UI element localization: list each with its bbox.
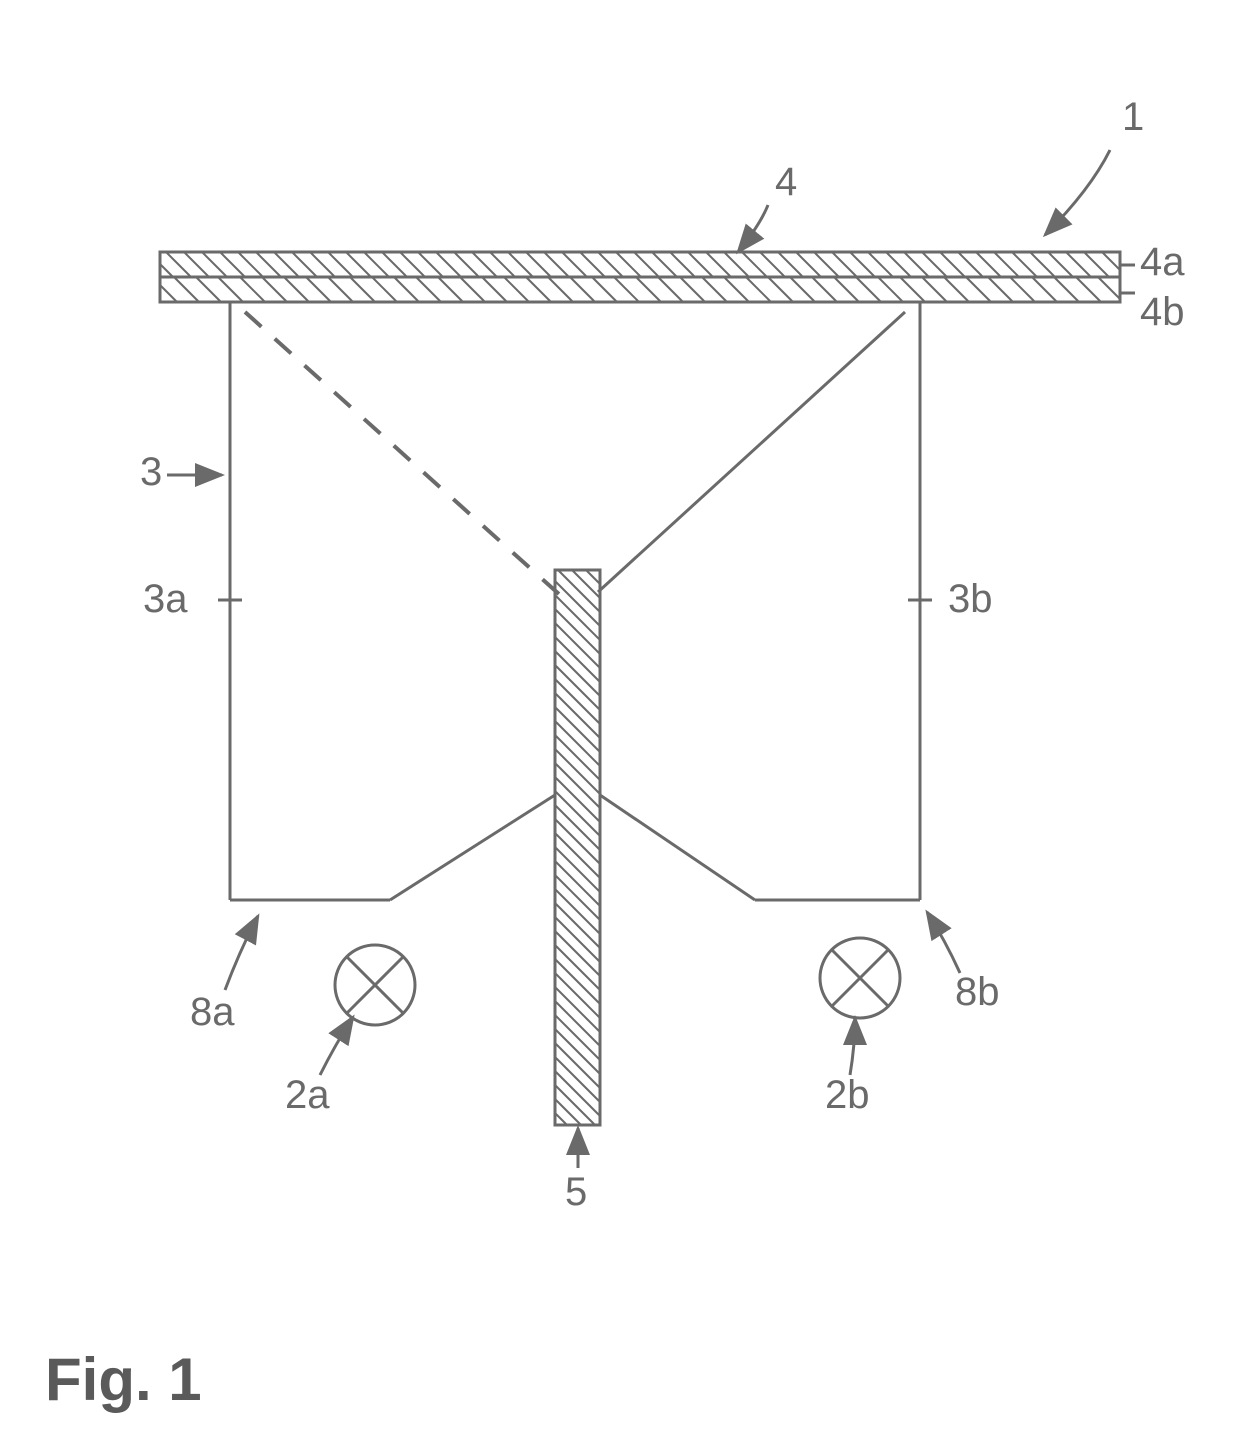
lamp-left bbox=[335, 945, 415, 1025]
label-4: 4 bbox=[775, 160, 797, 204]
label-4a: 4a bbox=[1140, 240, 1185, 284]
bottom-left-diag bbox=[390, 795, 555, 900]
leader-8a bbox=[225, 916, 258, 990]
label-1: 1 bbox=[1122, 95, 1144, 139]
leader-2b bbox=[850, 1018, 855, 1075]
label-5: 5 bbox=[565, 1170, 587, 1214]
label-3a: 3a bbox=[143, 577, 188, 621]
leader-1 bbox=[1045, 150, 1110, 235]
hatch-4a bbox=[160, 252, 1120, 277]
label-4b: 4b bbox=[1140, 290, 1185, 334]
leader-2a bbox=[320, 1017, 353, 1075]
label-8b: 8b bbox=[955, 970, 1000, 1014]
center-bar-rect bbox=[555, 570, 600, 1125]
leader-4 bbox=[738, 205, 768, 252]
diag-right bbox=[598, 312, 905, 592]
hatch-center bbox=[555, 570, 600, 1125]
label-3: 3 bbox=[140, 450, 162, 494]
top-bar bbox=[160, 252, 1120, 302]
label-2b: 2b bbox=[825, 1073, 870, 1117]
label-3b: 3b bbox=[948, 577, 993, 621]
hatch-4b bbox=[160, 277, 1120, 302]
leader-8b bbox=[927, 912, 960, 973]
label-2a: 2a bbox=[285, 1073, 330, 1117]
figure-svg: 1 4 4a 4b 3 3a 3b 8a 8b 2a 2b 5 Fig. 1 bbox=[0, 0, 1240, 1452]
center-bar bbox=[555, 570, 600, 1125]
figure-caption: Fig. 1 bbox=[45, 1346, 202, 1413]
lamp-right bbox=[820, 938, 900, 1018]
diag-left-dashed bbox=[245, 312, 560, 595]
bottom-right-diag bbox=[600, 795, 755, 900]
label-8a: 8a bbox=[190, 990, 235, 1034]
